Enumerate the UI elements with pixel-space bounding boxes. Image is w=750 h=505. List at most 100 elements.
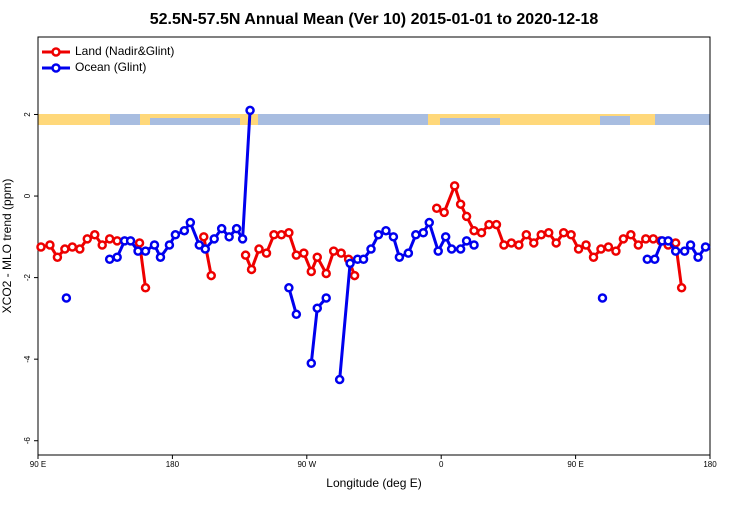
data-point bbox=[566, 230, 576, 240]
data-point bbox=[469, 240, 479, 250]
data-point bbox=[670, 246, 681, 256]
data-point bbox=[469, 225, 479, 236]
data-point bbox=[506, 238, 517, 248]
data-point bbox=[418, 227, 429, 238]
data-point bbox=[642, 254, 653, 265]
data-point bbox=[75, 244, 85, 254]
data-point bbox=[439, 207, 449, 218]
data-point bbox=[411, 230, 421, 240]
data-point bbox=[254, 244, 264, 254]
data-point bbox=[446, 244, 457, 254]
data-point bbox=[149, 240, 160, 250]
data-point bbox=[206, 270, 216, 281]
y-tick-label: 2 bbox=[23, 112, 32, 117]
data-point bbox=[89, 230, 100, 240]
legend-marker bbox=[51, 63, 61, 73]
legend-label: Land (Nadir&Glint) bbox=[75, 44, 174, 58]
data-point bbox=[573, 244, 584, 254]
data-point bbox=[216, 223, 227, 234]
y-tick-label: 0 bbox=[23, 193, 32, 198]
data-point bbox=[334, 374, 345, 385]
data-point bbox=[543, 227, 554, 238]
data-point bbox=[284, 283, 294, 293]
data-point bbox=[514, 240, 524, 250]
data-point bbox=[299, 248, 309, 258]
data-point bbox=[231, 223, 242, 234]
data-point bbox=[551, 238, 561, 248]
data-point bbox=[104, 254, 115, 265]
data-point bbox=[588, 252, 599, 262]
data-point bbox=[336, 248, 346, 258]
data-point bbox=[284, 227, 294, 238]
data-point bbox=[603, 242, 614, 252]
data-point bbox=[693, 252, 703, 262]
data-point bbox=[61, 293, 72, 303]
data-point bbox=[358, 254, 369, 265]
data-point bbox=[461, 236, 472, 246]
data-point bbox=[224, 232, 234, 242]
data-point bbox=[306, 358, 317, 368]
x-tick-label: 90 E bbox=[30, 460, 46, 469]
data-point bbox=[491, 219, 502, 230]
data-point bbox=[170, 230, 181, 240]
data-point bbox=[36, 242, 46, 252]
data-point bbox=[291, 309, 302, 320]
data-point bbox=[403, 248, 414, 258]
data-point bbox=[104, 234, 115, 244]
x-tick-label: 90 W bbox=[297, 460, 316, 469]
data-point bbox=[164, 240, 175, 250]
legend-marker bbox=[51, 47, 61, 57]
data-point bbox=[312, 252, 323, 262]
data-point bbox=[179, 225, 190, 236]
y-tick-label: -2 bbox=[23, 274, 32, 282]
data-point bbox=[700, 242, 711, 252]
data-point bbox=[649, 254, 660, 265]
data-point bbox=[484, 219, 494, 230]
data-point bbox=[679, 246, 690, 256]
data-point bbox=[52, 252, 63, 262]
legend-label: Ocean (Glint) bbox=[75, 60, 146, 74]
data-point bbox=[663, 236, 673, 246]
data-point bbox=[269, 230, 279, 240]
data-point bbox=[431, 203, 442, 214]
data-point bbox=[618, 234, 629, 244]
data-point bbox=[536, 230, 547, 240]
data-point bbox=[82, 234, 93, 244]
data-point bbox=[321, 268, 331, 279]
data-point bbox=[440, 232, 451, 242]
data-point bbox=[306, 266, 317, 277]
data-point bbox=[345, 258, 355, 269]
x-tick-label: 180 bbox=[703, 460, 717, 469]
data-point bbox=[521, 230, 532, 240]
data-point bbox=[112, 236, 122, 246]
data-point bbox=[349, 270, 360, 281]
data-point bbox=[596, 244, 606, 254]
data-point bbox=[240, 250, 251, 260]
data-point bbox=[648, 234, 659, 244]
data-point bbox=[194, 240, 205, 250]
data-point bbox=[237, 234, 248, 244]
x-tick-label: 180 bbox=[166, 460, 180, 469]
data-point bbox=[134, 238, 145, 248]
data-point bbox=[685, 240, 696, 250]
data-point bbox=[199, 232, 209, 242]
data-point bbox=[373, 230, 384, 240]
data-point bbox=[140, 283, 151, 293]
data-point bbox=[261, 248, 272, 258]
data-point bbox=[245, 105, 255, 116]
data-point bbox=[366, 244, 376, 254]
x-tick-label: 90 E bbox=[567, 460, 583, 469]
data-point bbox=[97, 240, 107, 250]
data-point bbox=[276, 230, 287, 240]
data-point bbox=[321, 293, 331, 303]
data-point bbox=[125, 236, 136, 246]
y-axis-label: XCO2 - MLO trend (ppm) bbox=[0, 179, 14, 314]
data-point bbox=[394, 252, 405, 262]
x-tick-label: 0 bbox=[439, 460, 444, 469]
data-point bbox=[455, 244, 466, 254]
data-point bbox=[45, 240, 55, 250]
data-point bbox=[312, 303, 323, 313]
data-point bbox=[67, 242, 78, 252]
data-point bbox=[433, 246, 443, 256]
